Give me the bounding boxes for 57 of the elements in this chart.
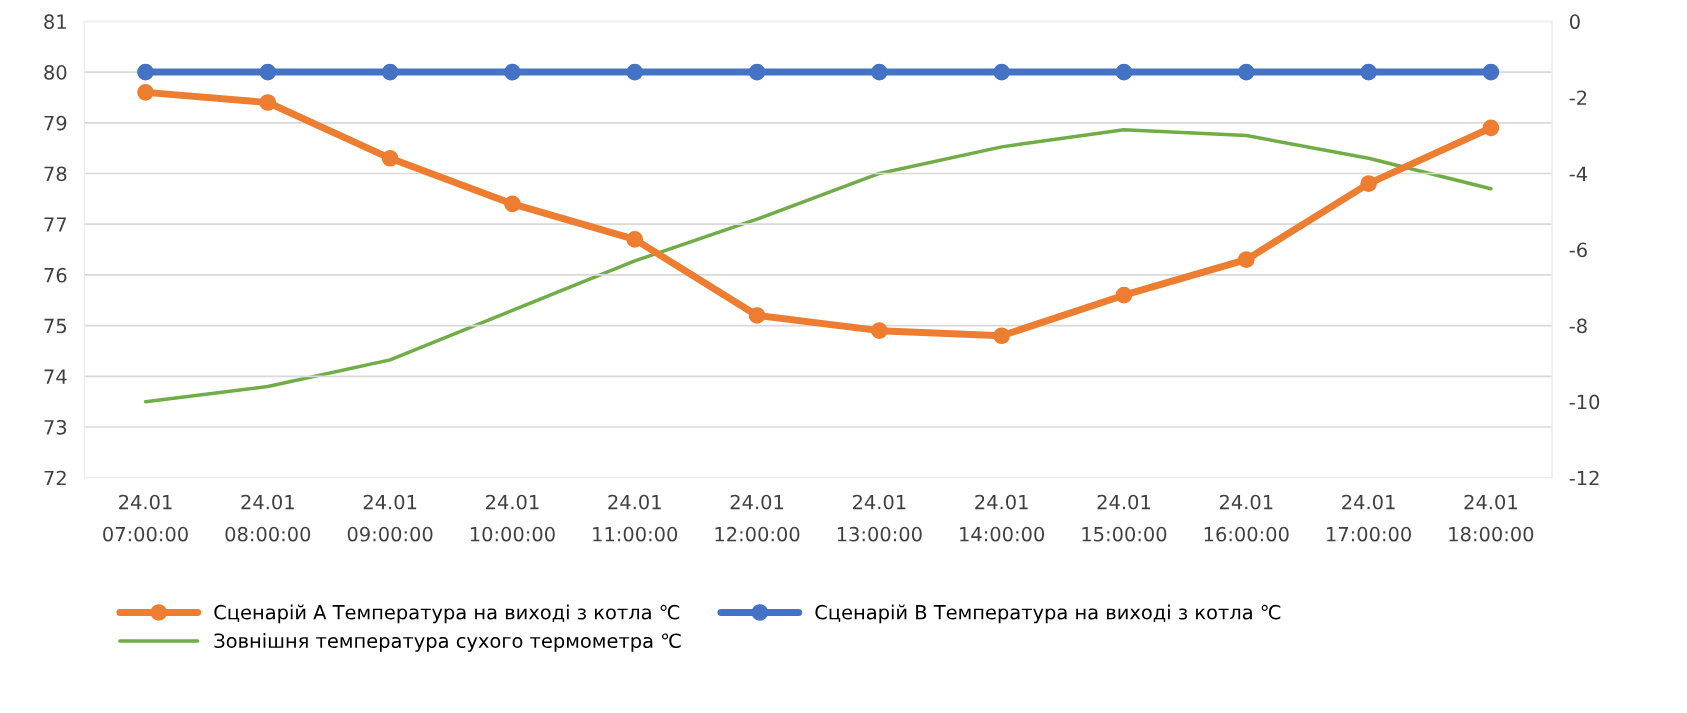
- point: [626, 63, 644, 81]
- legend-label: Зовнішня температура сухого термометра ℃: [214, 633, 681, 652]
- point: [1237, 251, 1255, 269]
- point: [259, 94, 277, 111]
- y-tick-label: 77: [44, 217, 67, 232]
- x-tick-label: 24.01 16:00:00: [1204, 494, 1289, 542]
- y-tick-label: 79: [44, 115, 67, 131]
- y2-tick-label: -6: [1569, 242, 1587, 258]
- point: [871, 63, 888, 81]
- point: [259, 63, 277, 81]
- y-tick-label: 81: [44, 14, 66, 30]
- point: [748, 307, 766, 324]
- x-tick-label: 24.01 07:00:00: [103, 494, 188, 542]
- y2-tick-label: -2: [1569, 90, 1587, 105]
- x-tick-label: 24.01 10:00:00: [470, 494, 555, 542]
- point: [1237, 63, 1255, 81]
- x-tick-label: 24.01 09:00:00: [347, 494, 433, 542]
- point: [1115, 63, 1133, 81]
- point: [381, 149, 399, 167]
- x-tick-label: 24.01 12:00:00: [715, 494, 800, 542]
- point: [137, 63, 154, 81]
- legend-label: Сценарій А Температура на виході з котла ℃: [214, 604, 680, 624]
- point: [504, 63, 521, 81]
- x-tick-label: 24.01 18:00:00: [1449, 494, 1534, 542]
- point: [137, 84, 154, 101]
- y2-tick-label: -4: [1569, 166, 1587, 181]
- y2-tick-label: -12: [1569, 470, 1599, 486]
- point: [1482, 63, 1500, 81]
- point: [1360, 63, 1377, 81]
- point: [381, 63, 399, 81]
- point: [1482, 119, 1500, 137]
- y-tick-label: 78: [44, 166, 67, 182]
- y-tick-label: 72: [44, 470, 66, 486]
- y-tick-label: 75: [44, 318, 66, 334]
- x-tick-label: 24.01 15:00:00: [1082, 494, 1167, 542]
- y-tick-label: 76: [44, 267, 67, 283]
- point: [993, 63, 1010, 81]
- x-tick-label: 24.01 17:00:00: [1327, 494, 1411, 542]
- y-tick-label: 74: [44, 369, 67, 384]
- x-tick-label: 24.01 13:00:00: [837, 494, 922, 542]
- x-tick-label: 24.01 08:00:00: [225, 494, 311, 542]
- point: [871, 322, 888, 340]
- x-tick-label: 24.01 14:00:00: [960, 494, 1045, 542]
- point: [993, 327, 1010, 345]
- y2-tick-label: -10: [1569, 394, 1600, 410]
- y-tick-label: 80: [44, 65, 67, 80]
- point: [1360, 175, 1377, 192]
- legend-label: Сценарій В Температура на виході з котла ℃: [815, 604, 1281, 624]
- y2-tick-label: 0: [1569, 14, 1580, 30]
- point: [626, 231, 644, 248]
- y2-tick-label: -8: [1569, 318, 1587, 334]
- line-series: [143, 128, 1493, 404]
- x-tick-label: 24.01 11:00:00: [593, 494, 678, 542]
- point: [1115, 286, 1133, 304]
- y-tick-label: 73: [44, 419, 67, 435]
- point: [504, 195, 521, 213]
- point: [748, 63, 766, 81]
